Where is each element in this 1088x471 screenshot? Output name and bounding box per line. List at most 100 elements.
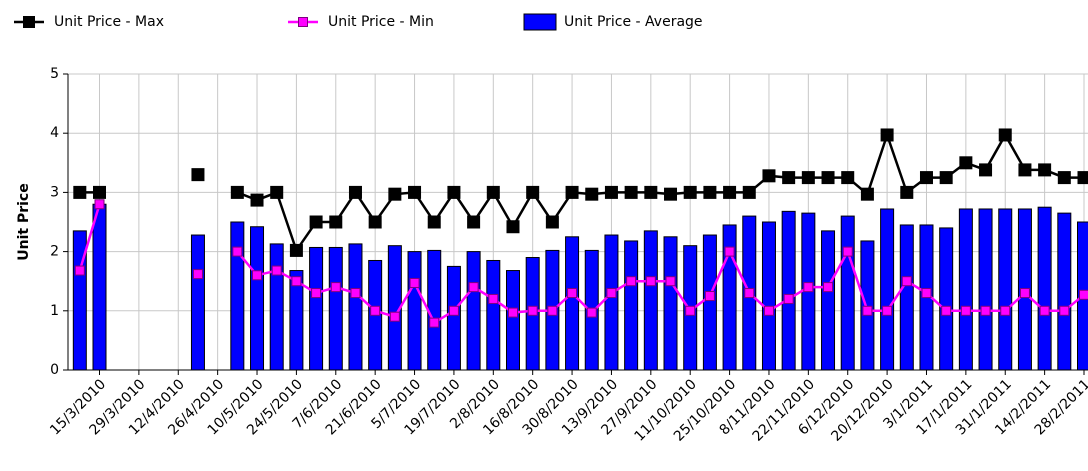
bar — [505, 270, 520, 371]
marker — [900, 185, 914, 199]
marker — [763, 305, 774, 316]
marker — [901, 276, 912, 287]
marker — [468, 282, 479, 293]
bar — [998, 208, 1013, 371]
marker — [506, 220, 520, 234]
bar — [250, 226, 265, 371]
bar — [407, 251, 422, 371]
marker — [448, 305, 459, 316]
marker — [73, 185, 87, 199]
legend-label: Unit Price - Max — [54, 14, 164, 30]
marker — [250, 193, 264, 207]
marker — [704, 291, 715, 301]
bar — [604, 234, 619, 371]
marker — [782, 171, 796, 185]
marker — [291, 276, 302, 287]
bar — [348, 243, 363, 371]
marker — [960, 305, 971, 316]
marker — [664, 187, 678, 201]
marker — [585, 187, 599, 201]
marker — [1057, 171, 1071, 185]
legend-marker — [23, 16, 35, 28]
marker — [230, 185, 244, 199]
bar — [190, 234, 205, 371]
marker — [941, 305, 952, 316]
bar — [821, 230, 836, 371]
marker — [783, 293, 794, 304]
bar — [624, 240, 639, 371]
marker — [271, 265, 282, 276]
marker — [408, 185, 422, 199]
marker — [1059, 305, 1070, 316]
marker — [645, 276, 656, 287]
bar — [446, 265, 461, 371]
bar — [328, 246, 343, 371]
bar — [939, 227, 954, 371]
marker — [270, 185, 284, 199]
bar — [860, 240, 875, 371]
marker — [644, 185, 658, 199]
bar — [840, 215, 855, 371]
marker — [370, 305, 381, 316]
bar — [761, 221, 776, 371]
marker — [389, 311, 400, 322]
marker — [685, 305, 696, 316]
marker — [921, 288, 932, 299]
legend-swatch — [523, 13, 557, 31]
marker — [860, 187, 874, 201]
marker — [427, 215, 441, 229]
marker — [348, 185, 362, 199]
marker — [368, 215, 382, 229]
marker — [191, 168, 205, 182]
marker — [939, 171, 953, 185]
marker — [93, 185, 107, 199]
marker — [606, 288, 617, 299]
bar — [486, 259, 501, 371]
marker — [665, 276, 676, 287]
marker — [823, 282, 834, 293]
marker — [94, 199, 105, 210]
y-tick-label: 2 — [50, 244, 59, 260]
marker — [862, 305, 873, 316]
marker — [565, 185, 579, 199]
bar — [978, 208, 993, 371]
marker — [880, 128, 894, 142]
marker — [1079, 289, 1088, 300]
marker — [488, 293, 499, 304]
marker — [821, 171, 835, 185]
legend-label: Unit Price - Average — [564, 14, 703, 30]
marker — [724, 246, 735, 257]
bar — [309, 246, 324, 371]
marker — [388, 187, 402, 201]
marker — [252, 270, 263, 281]
marker — [882, 305, 893, 316]
marker — [842, 246, 853, 257]
marker — [74, 265, 85, 276]
marker — [547, 305, 558, 316]
marker — [330, 282, 341, 293]
marker — [742, 185, 756, 199]
bar — [1057, 212, 1072, 371]
bar — [230, 221, 245, 371]
marker — [447, 185, 461, 199]
bar — [427, 249, 442, 371]
bar — [702, 234, 717, 371]
marker — [1077, 171, 1088, 185]
marker — [1039, 305, 1050, 316]
bar — [899, 224, 914, 371]
marker — [329, 215, 343, 229]
marker — [192, 269, 203, 280]
marker — [1018, 163, 1032, 177]
marker — [545, 215, 559, 229]
legend-marker — [298, 17, 308, 27]
marker — [604, 185, 618, 199]
y-tick-label: 3 — [50, 184, 59, 200]
marker — [626, 276, 637, 287]
y-axis-label: Unit Price — [16, 183, 32, 260]
marker — [624, 185, 638, 199]
marker — [723, 185, 737, 199]
marker — [919, 171, 933, 185]
bar — [466, 251, 481, 371]
bar — [643, 230, 658, 371]
